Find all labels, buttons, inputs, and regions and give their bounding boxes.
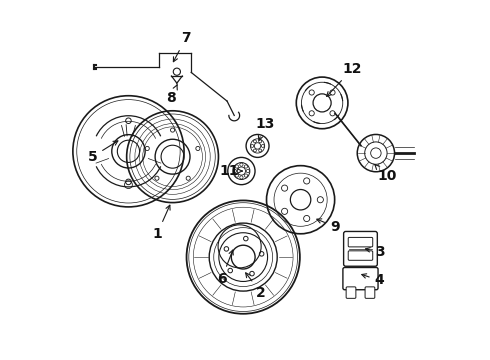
Text: 12: 12 xyxy=(327,62,362,96)
Text: 8: 8 xyxy=(167,85,177,104)
Text: 13: 13 xyxy=(255,117,274,140)
Text: 6: 6 xyxy=(217,250,233,285)
FancyBboxPatch shape xyxy=(346,287,356,298)
Text: 2: 2 xyxy=(245,273,266,300)
FancyBboxPatch shape xyxy=(365,287,375,298)
Text: 9: 9 xyxy=(317,219,340,234)
Text: 1: 1 xyxy=(152,205,170,241)
Text: 3: 3 xyxy=(366,245,384,259)
FancyBboxPatch shape xyxy=(343,231,377,266)
Text: 7: 7 xyxy=(173,31,191,62)
Text: 4: 4 xyxy=(362,273,384,287)
Text: 11: 11 xyxy=(219,164,242,178)
Text: 10: 10 xyxy=(375,165,396,183)
FancyBboxPatch shape xyxy=(343,267,378,290)
Text: 5: 5 xyxy=(88,141,118,164)
